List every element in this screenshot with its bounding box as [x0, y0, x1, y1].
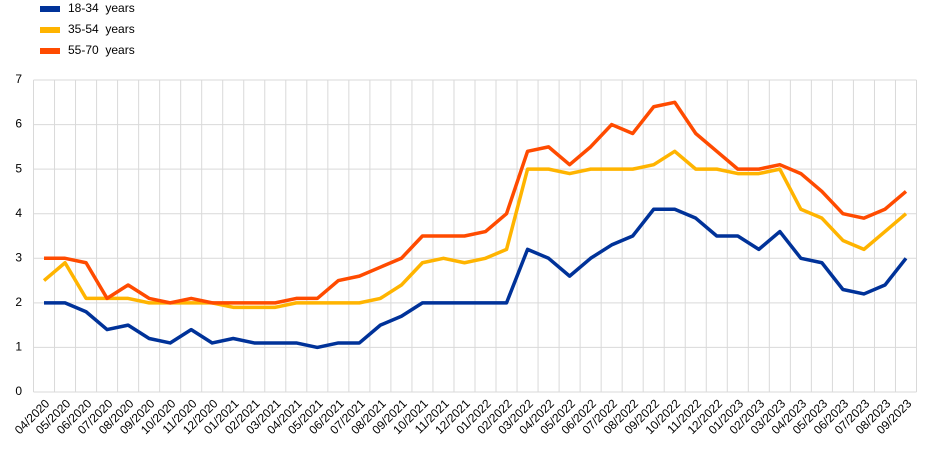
y-tick-label: 0	[15, 384, 22, 398]
legend-swatch	[40, 48, 60, 54]
line-series	[44, 100, 908, 305]
y-tick-label: 7	[15, 72, 22, 86]
legend-label: 18-34 years	[68, 1, 135, 15]
legend-swatch	[40, 6, 60, 12]
y-tick-label: 1	[15, 340, 22, 354]
y-tick-label: 6	[15, 117, 22, 131]
y-tick-label: 4	[15, 206, 22, 220]
legend-label: 55-70 years	[68, 43, 135, 57]
y-tick-label: 2	[15, 295, 22, 309]
y-tick-label: 5	[15, 161, 22, 175]
legend-label: 35-54 years	[68, 22, 135, 36]
line-series	[44, 207, 908, 350]
legend-swatch	[40, 27, 60, 33]
line-series	[42, 149, 908, 310]
y-tick-label: 3	[15, 250, 22, 264]
